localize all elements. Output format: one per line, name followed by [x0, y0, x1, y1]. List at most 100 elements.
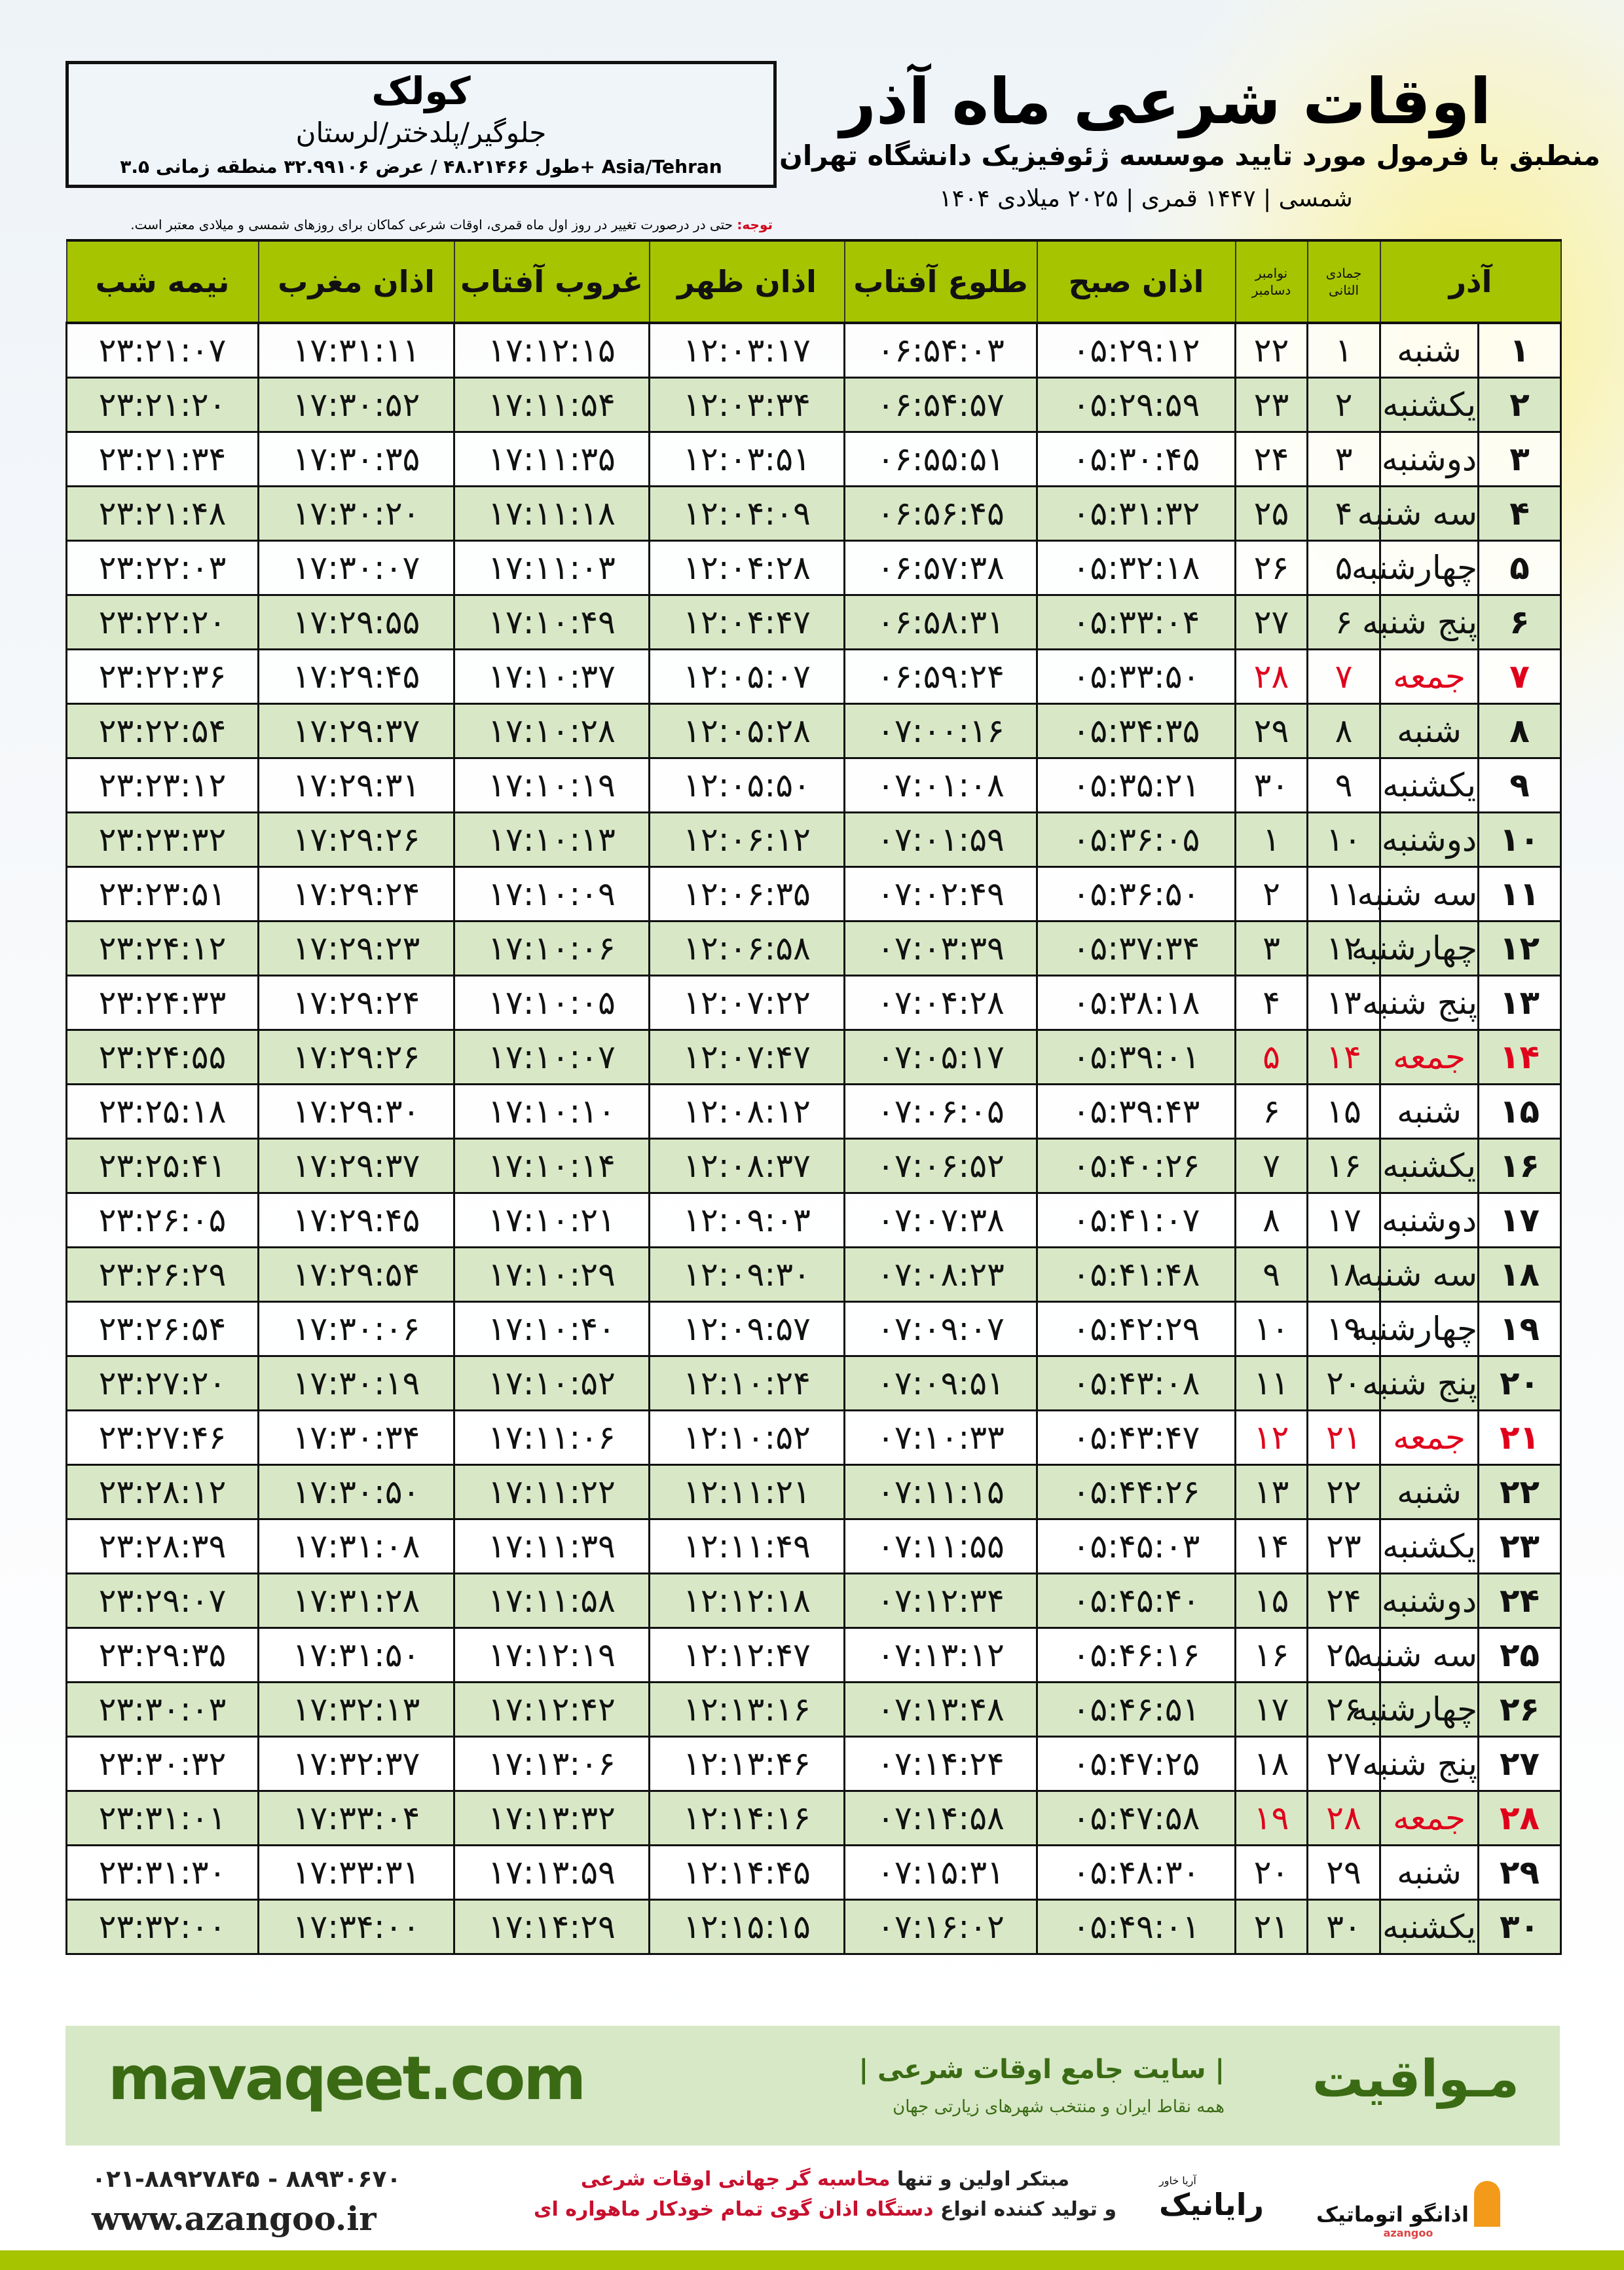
cell-weekday: دوشنبه: [1378, 811, 1480, 868]
cell-maghrib: ۱۷:۲۹:۳۱: [257, 757, 455, 813]
cell-fajr: ۰۵:۳۶:۵۰: [1036, 866, 1236, 922]
cell-sunrise: ۰۷:۰۶:۵۲: [843, 1138, 1038, 1194]
cell-azar-day: ۴: [1477, 485, 1562, 542]
cell-jomada-day: ۲۹: [1306, 1844, 1381, 1901]
cell-fajr: ۰۵:۴۲:۲۹: [1036, 1301, 1236, 1357]
cell-maghrib: ۱۷:۳۱:۵۰: [257, 1627, 455, 1683]
cell-maghrib: ۱۷:۲۹:۲۴: [257, 866, 455, 922]
header-jomada: جمادی الثانی: [1306, 239, 1381, 324]
table-body: ۱ شنبه ۱ ۲۲ ۰۵:۲۹:۱۲ ۰۶:۵۴:۰۳ ۱۲:۰۳:۱۷ ۱۷:۱۲:۱۵…: [65, 322, 1562, 1955]
cell-weekday: دوشنبه: [1378, 1192, 1480, 1248]
cell-sunset: ۱۷:۱۱:۰۶: [453, 1409, 650, 1466]
cell-weekday: چهارشنبه: [1352, 1681, 1480, 1738]
table-row: ۱۸ سه شنبه ۱۸ ۹ ۰۵:۴۱:۴۸ ۰۷:۰۸:۲۳ ۱۲:۰۹:۳۰ ۱۷:۱…: [65, 1246, 1562, 1303]
cell-weekday: پنج شنبه: [1362, 975, 1480, 1031]
header-sunset: غروب آفتاب: [453, 239, 650, 324]
coordinates: طول ۴۸.۲۱۴۶۶ / عرض ۳۲.۹۹۱۰۶ منطقه زمانی …: [120, 156, 722, 177]
azangoo-small: azangoo: [1383, 2227, 1433, 2239]
table-row: ۲۷ پنج شنبه ۲۷ ۱۸ ۰۵:۴۷:۲۵ ۰۷:۱۴:۲۴ ۱۲:۱۳:۴۶ ۱۷…: [65, 1736, 1562, 1792]
cell-dhuhr: ۱۲:۰۶:۵۸: [648, 920, 845, 977]
cell-midnight: ۲۳:۲۵:۱۸: [65, 1083, 259, 1140]
cell-azar-day: ۲۶: [1477, 1681, 1562, 1738]
cell-greg-day: ۳۰: [1234, 757, 1308, 813]
cell-dhuhr: ۱۲:۰۶:۳۵: [648, 866, 845, 922]
cell-weekday: سه شنبه: [1357, 866, 1480, 922]
cell-fajr: ۰۵:۴۰:۲۶: [1036, 1138, 1236, 1194]
cell-fajr: ۰۵:۳۸:۱۸: [1036, 975, 1236, 1031]
cell-sunset: ۱۷:۱۱:۵۸: [453, 1572, 650, 1629]
table-row: ۱ شنبه ۱ ۲۲ ۰۵:۲۹:۱۲ ۰۶:۵۴:۰۳ ۱۲:۰۳:۱۷ ۱۷:۱۲:۱۵…: [65, 322, 1562, 379]
cell-dhuhr: ۱۲:۰۳:۱۷: [648, 322, 845, 379]
cell-sunset: ۱۷:۱۲:۱۵: [453, 322, 650, 379]
cell-midnight: ۲۳:۲۳:۱۲: [65, 757, 259, 813]
cell-maghrib: ۱۷:۲۹:۵۴: [257, 1246, 455, 1303]
cell-azar-day: ۶: [1477, 594, 1562, 650]
cell-dhuhr: ۱۲:۱۵:۱۵: [648, 1899, 845, 1955]
cell-sunset: ۱۷:۱۰:۲۸: [453, 703, 650, 759]
cell-greg-day: ۲۰: [1234, 1844, 1308, 1901]
phone-numbers: ۰۲۱-۸۸۹۲۷۸۴۵ - ۸۸۹۳۰۶۷۰: [92, 2166, 401, 2193]
cell-maghrib: ۱۷:۳۰:۱۹: [257, 1355, 455, 1411]
header-midnight: نیمه شب: [65, 239, 259, 324]
table-row: ۵ چهارشنبه ۵ ۲۶ ۰۵:۳۲:۱۸ ۰۶:۵۷:۳۸ ۱۲:۰۴:۲۸ ۱۷:۱…: [65, 540, 1562, 596]
cell-sunset: ۱۷:۱۰:۰۷: [453, 1029, 650, 1085]
cell-dhuhr: ۱۲:۱۱:۲۱: [648, 1464, 845, 1520]
cell-fajr: ۰۵:۳۵:۲۱: [1036, 757, 1236, 813]
cell-maghrib: ۱۷:۳۰:۳۵: [257, 431, 455, 487]
cell-fajr: ۰۵:۴۶:۱۶: [1036, 1627, 1236, 1683]
cell-fajr: ۰۵:۴۷:۲۵: [1036, 1736, 1236, 1792]
cell-sunrise: ۰۷:۱۴:۵۸: [843, 1790, 1038, 1846]
rayanik-small: آریا خاور: [1159, 2174, 1196, 2187]
table-row: ۳ دوشنبه ۳ ۲۴ ۰۵:۳۰:۴۵ ۰۶:۵۵:۵۱ ۱۲:۰۳:۵۱ ۱۷:۱۱:…: [65, 431, 1562, 487]
cell-dhuhr: ۱۲:۰۶:۱۲: [648, 811, 845, 868]
header-sunrise: طلوع آفتاب: [843, 239, 1038, 324]
table-row: ۲۴ دوشنبه ۲۴ ۱۵ ۰۵:۴۵:۴۰ ۰۷:۱۲:۳۴ ۱۲:۱۲:۱۸ ۱۷:۱…: [65, 1572, 1562, 1629]
cell-sunset: ۱۷:۱۰:۰۹: [453, 866, 650, 922]
cell-maghrib: ۱۷:۳۰:۳۴: [257, 1409, 455, 1466]
cell-midnight: ۲۳:۲۶:۵۴: [65, 1301, 259, 1357]
rayanik-logo: آریا خاور رایانیک: [1159, 2174, 1264, 2222]
cell-sunset: ۱۷:۱۲:۱۹: [453, 1627, 650, 1683]
cell-weekday: پنج شنبه: [1362, 1355, 1480, 1411]
cell-azar-day: ۱۲: [1477, 920, 1562, 977]
cell-dhuhr: ۱۲:۱۴:۱۶: [648, 1790, 845, 1846]
table-row: ۱۲ چهارشنبه ۱۲ ۳ ۰۵:۳۷:۳۴ ۰۷:۰۳:۳۹ ۱۲:۰۶:۵۸ ۱۷:…: [65, 920, 1562, 977]
cell-dhuhr: ۱۲:۱۳:۱۶: [648, 1681, 845, 1738]
cell-sunrise: ۰۷:۰۱:۰۸: [843, 757, 1038, 813]
city-name: کولک: [371, 69, 471, 113]
cell-fajr: ۰۵:۴۳:۰۸: [1036, 1355, 1236, 1411]
cell-jomada-day: ۲۸: [1306, 1790, 1381, 1846]
cell-jomada-day: ۲۳: [1306, 1518, 1381, 1574]
cell-greg-day: ۴: [1234, 975, 1308, 1031]
cell-weekday: پنج شنبه: [1362, 594, 1480, 650]
cell-midnight: ۲۳:۲۱:۴۸: [65, 485, 259, 542]
region-name: جلوگیر/پلدختر/لرستان: [295, 117, 547, 149]
cell-fajr: ۰۵:۴۷:۵۸: [1036, 1790, 1236, 1846]
cell-midnight: ۲۳:۲۶:۰۵: [65, 1192, 259, 1248]
cell-azar-day: ۲۱: [1477, 1409, 1562, 1466]
header-greg: نوامبر دسامبر: [1234, 239, 1308, 324]
cell-midnight: ۲۳:۲۲:۵۴: [65, 703, 259, 759]
cell-sunrise: ۰۷:۰۰:۱۶: [843, 703, 1038, 759]
table-row: ۴ سه شنبه ۴ ۲۵ ۰۵:۳۱:۳۲ ۰۶:۵۶:۴۵ ۱۲:۰۴:۰۹ ۱۷:۱۱…: [65, 485, 1562, 542]
subtitle: منطبق با فرمول مورد تایید موسسه ژئوفیزیک…: [779, 140, 1600, 172]
cell-azar-day: ۹: [1477, 757, 1562, 813]
cell-sunset: ۱۷:۱۲:۴۲: [453, 1681, 650, 1738]
cell-midnight: ۲۳:۲۴:۳۳: [65, 975, 259, 1031]
cell-sunrise: ۰۷:۱۵:۳۱: [843, 1844, 1038, 1901]
dome-icon: [1473, 2181, 1500, 2227]
table-row: ۲۹ شنبه ۲۹ ۲۰ ۰۵:۴۸:۳۰ ۰۷:۱۵:۳۱ ۱۲:۱۴:۴۵ ۱۷:۱۳:…: [65, 1844, 1562, 1901]
cell-greg-day: ۱۹: [1234, 1790, 1308, 1846]
cell-azar-day: ۳: [1477, 431, 1562, 487]
cell-maghrib: ۱۷:۳۴:۰۰: [257, 1899, 455, 1955]
website-link[interactable]: www.azangoo.ir: [92, 2199, 377, 2238]
cell-jomada-day: ۲۲: [1306, 1464, 1381, 1520]
cell-dhuhr: ۱۲:۱۳:۴۶: [648, 1736, 845, 1792]
cell-weekday: جمعه: [1378, 1790, 1480, 1846]
cell-jomada-day: ۳: [1306, 431, 1381, 487]
cell-sunrise: ۰۷:۱۲:۳۴: [843, 1572, 1038, 1629]
cell-sunset: ۱۷:۱۱:۲۲: [453, 1464, 650, 1520]
site-url[interactable]: mavaqeet.com: [108, 2043, 586, 2113]
location-box: کولک جلوگیر/پلدختر/لرستان طول ۴۸.۲۱۴۶۶ /…: [65, 61, 777, 188]
cell-sunset: ۱۷:۱۱:۳۵: [453, 431, 650, 487]
